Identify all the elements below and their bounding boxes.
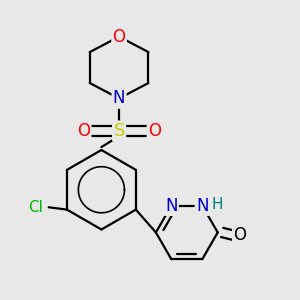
Text: H: H xyxy=(212,197,223,212)
Text: O: O xyxy=(233,226,246,244)
Text: O: O xyxy=(112,28,126,46)
Text: N: N xyxy=(113,89,125,107)
Text: N: N xyxy=(165,197,178,215)
Text: S: S xyxy=(113,122,125,140)
Text: N: N xyxy=(196,197,208,215)
Text: O: O xyxy=(77,122,90,140)
Text: O: O xyxy=(148,122,161,140)
Text: Cl: Cl xyxy=(28,200,44,215)
